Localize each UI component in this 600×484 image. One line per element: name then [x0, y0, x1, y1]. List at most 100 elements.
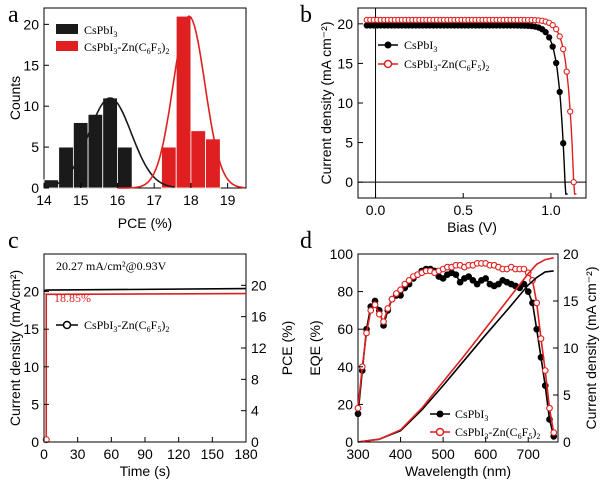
- jv-curves: [363, 16, 577, 195]
- y-tick-label: 5: [31, 139, 39, 155]
- x-axis-label: Time (s): [120, 463, 171, 479]
- legend: CsPbI3 CsPbI3-Zn(C6F5)2: [56, 23, 169, 56]
- y-tick-label: 20: [23, 284, 39, 300]
- data-point: [549, 43, 556, 50]
- x-ticks: 300 400 500 600 700: [346, 437, 540, 462]
- y-tick-label: 0: [563, 434, 571, 450]
- integrated-current-line: [357, 257, 554, 443]
- legend-label-cspbi3: CsPbI3: [84, 23, 117, 39]
- data-point: [401, 280, 409, 288]
- y-tick-label: 16: [251, 309, 267, 325]
- y-tick-label: 10: [337, 95, 353, 111]
- y-tick-label: 20: [337, 396, 353, 412]
- data-point: [542, 29, 549, 36]
- x-tick-label: 19: [220, 192, 236, 208]
- data-point: [439, 275, 447, 282]
- panel-b-chart: 0.0 0.5 1.0 0 5 10 15 20 Bias (V) Current dens…: [318, 7, 587, 235]
- bar: [205, 138, 221, 189]
- panel-d-chart: 300 400 500 600 700 0 20 40 60 80 100 0 5 10 15 20 Wa…: [307, 246, 599, 479]
- y-tick-label: 15: [23, 321, 39, 337]
- data-point: [567, 108, 574, 115]
- y-tick-label: 12: [251, 340, 267, 356]
- bar: [102, 97, 118, 189]
- fit-curves: [43, 15, 245, 189]
- bar: [87, 113, 104, 189]
- x-tick-label: 150: [201, 446, 225, 462]
- panel-label-a: a: [8, 2, 19, 28]
- data-point: [482, 275, 490, 282]
- x-tick-label: 500: [431, 446, 455, 462]
- x-tick-label: 30: [70, 446, 86, 462]
- x-tick-label: 400: [389, 446, 413, 462]
- x-ticks: 0 30 60 90 120 150 180: [40, 437, 258, 462]
- legend: CsPbI3 CsPbI3-Zn(C6F5)2: [430, 407, 540, 441]
- legend-marker-zn: [383, 59, 393, 69]
- data-point: [524, 288, 532, 295]
- y-axis-label-left: EQE (%): [307, 320, 323, 375]
- y-axis-label-right: PCE (%): [279, 321, 295, 375]
- y-tick-label: 0: [251, 434, 259, 450]
- legend-label-zn: CsPbI3-Zn(C6F5)2: [84, 40, 169, 56]
- bar: [161, 146, 177, 189]
- y-tick-label: 5: [31, 396, 39, 412]
- data-point: [560, 140, 567, 147]
- y-tick-label: 4: [251, 403, 259, 419]
- x-tick-label: 120: [167, 446, 191, 462]
- legend-marker-zn: [435, 427, 445, 437]
- x-tick-label: 17: [146, 192, 162, 208]
- data-point: [570, 179, 577, 186]
- legend-marker-cspbi3: [384, 41, 392, 49]
- legend-label-zn: CsPbI3-Zn(C6F5)2: [84, 318, 169, 334]
- legend-marker-cspbi3: [436, 410, 444, 418]
- jv-curve: [366, 19, 577, 195]
- data-point: [473, 280, 481, 288]
- data-point: [560, 45, 567, 53]
- x-axis-label: Wavelength (nm): [405, 463, 511, 479]
- y-tick-label: 20: [23, 16, 39, 32]
- data-point: [563, 68, 570, 75]
- current-density-line: [43, 287, 247, 292]
- zero-lines: [358, 8, 586, 198]
- y-ticks-left: 0 20 40 60 80 100: [330, 246, 363, 450]
- y-tick-label: 80: [337, 284, 353, 300]
- y-tick-label: 0: [31, 180, 39, 196]
- bar: [117, 146, 133, 189]
- x-ticks: 14 15 16 17 18 19: [36, 183, 236, 208]
- data-point: [392, 290, 400, 297]
- plot-frame-a: [43, 7, 247, 189]
- data-point: [354, 410, 362, 418]
- data-point: [553, 26, 560, 33]
- y-axis-label: Counts: [7, 76, 23, 120]
- y-ticks: 0 5 10 15 20: [337, 16, 363, 190]
- stability-curves: [42, 287, 247, 444]
- x-axis-label: Bias (V): [447, 219, 497, 235]
- y-axis-label-left: Current density (mA/cm²): [7, 270, 23, 426]
- y-tick-label: 40: [337, 359, 353, 375]
- y-tick-label: 10: [23, 359, 39, 375]
- y-tick-label: 20: [337, 16, 353, 32]
- data-point: [465, 273, 472, 280]
- bar: [175, 15, 192, 189]
- data-point: [520, 265, 528, 273]
- annotation-pce: 18.85%: [54, 291, 91, 305]
- legend: CsPbI3-Zn(C6F5)2: [56, 318, 169, 334]
- y-axis-label: Current density (mA cm⁻²): [318, 22, 334, 185]
- y-tick-label: 5: [345, 135, 353, 151]
- x-tick-label: 0: [40, 446, 48, 462]
- bar: [190, 130, 206, 189]
- legend-label-zn: CsPbI3-Zn(C6F5)2: [455, 425, 540, 441]
- x-tick-label: 0.0: [366, 202, 386, 218]
- data-point: [541, 367, 549, 374]
- x-tick-label: 15: [73, 192, 89, 208]
- x-tick-label: 18: [183, 192, 199, 208]
- panel-label-c: c: [8, 228, 19, 254]
- y-ticks-right: 0 4 8 12 16 20: [241, 277, 267, 450]
- x-tick-label: 60: [104, 446, 120, 462]
- y-tick-label: 15: [337, 55, 353, 71]
- eqe-curves: [354, 257, 558, 443]
- y-tick-label: 8: [251, 371, 259, 387]
- jv-curve: [366, 24, 568, 195]
- data-point: [549, 21, 556, 29]
- y-ticks-left: 0 5 10 15 20: [23, 284, 49, 450]
